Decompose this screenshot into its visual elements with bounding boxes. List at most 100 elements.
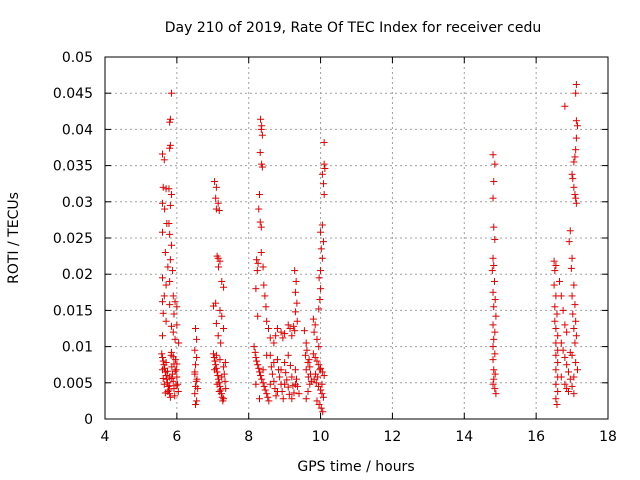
data-point	[212, 183, 220, 191]
data-point	[261, 292, 269, 300]
data-points	[158, 81, 581, 416]
data-point	[573, 122, 581, 130]
data-point	[192, 377, 200, 385]
data-point	[291, 288, 299, 296]
data-point	[286, 361, 294, 369]
data-point	[166, 256, 174, 264]
y-tick-label: 0.04	[62, 122, 93, 138]
data-point	[158, 274, 166, 282]
data-point	[284, 351, 292, 359]
data-point	[291, 380, 299, 388]
data-point	[166, 118, 174, 126]
data-point	[158, 199, 166, 207]
data-point	[490, 277, 498, 285]
data-point	[315, 361, 323, 369]
data-point	[193, 335, 201, 343]
data-point	[317, 228, 325, 236]
data-point	[309, 315, 317, 323]
data-point	[160, 380, 168, 388]
data-point	[170, 310, 178, 318]
data-point	[159, 357, 167, 365]
data-point	[193, 353, 201, 361]
data-point	[273, 387, 281, 395]
data-point	[566, 227, 574, 235]
data-point	[193, 397, 201, 405]
data-point	[255, 205, 263, 213]
data-point	[162, 359, 170, 367]
data-point	[552, 325, 560, 332]
data-point	[311, 353, 319, 361]
data-point	[304, 387, 312, 395]
data-point	[282, 369, 290, 377]
data-point	[272, 392, 280, 400]
data-point	[167, 89, 175, 97]
data-point	[158, 353, 166, 361]
data-point	[561, 380, 569, 388]
data-point	[260, 382, 268, 390]
data-point	[191, 390, 199, 398]
data-point	[490, 375, 498, 383]
data-point	[258, 160, 266, 168]
data-point	[217, 339, 225, 347]
chart-title: Day 210 of 2019, Rate Of TEC Index for r…	[165, 20, 541, 36]
data-point	[262, 303, 270, 311]
data-point	[284, 321, 292, 329]
data-point	[567, 264, 575, 272]
data-point	[284, 383, 292, 391]
data-point	[568, 292, 576, 300]
data-point	[166, 115, 174, 123]
data-point	[161, 389, 169, 397]
data-point	[559, 346, 567, 354]
data-point	[158, 298, 166, 306]
data-point	[160, 292, 168, 300]
data-point	[267, 363, 275, 371]
data-point	[172, 366, 180, 374]
data-point	[218, 393, 226, 401]
data-point	[292, 277, 300, 285]
data-point	[159, 374, 167, 382]
y-tick-label: 0.03	[62, 195, 93, 211]
data-point	[491, 296, 499, 304]
data-point	[252, 285, 260, 293]
data-point	[175, 339, 183, 347]
data-point	[257, 125, 265, 133]
data-point	[572, 134, 580, 142]
data-point	[566, 348, 574, 356]
data-point	[215, 263, 223, 271]
data-point	[552, 380, 560, 388]
data-point	[306, 363, 314, 371]
data-point	[257, 115, 265, 123]
data-point	[214, 254, 222, 262]
data-point	[165, 185, 173, 193]
data-point	[570, 183, 578, 191]
data-point	[571, 339, 579, 347]
data-point	[561, 321, 569, 329]
data-point	[254, 259, 262, 267]
data-point	[158, 150, 166, 158]
y-tick-label: 0.005	[53, 376, 93, 392]
data-point	[570, 390, 578, 398]
data-point	[551, 317, 559, 325]
data-point	[258, 131, 266, 139]
data-point	[571, 301, 579, 309]
data-point	[268, 370, 276, 378]
data-point	[212, 319, 220, 327]
data-point	[573, 366, 581, 374]
data-point	[303, 346, 311, 354]
data-point	[258, 163, 266, 171]
data-point	[158, 228, 166, 236]
data-point	[165, 386, 173, 394]
data-point	[489, 254, 497, 262]
data-point	[257, 248, 265, 256]
data-point	[212, 194, 220, 202]
data-point	[318, 254, 326, 262]
data-point	[313, 397, 321, 405]
data-point	[259, 379, 267, 387]
data-point	[265, 397, 273, 405]
data-point	[570, 158, 578, 166]
data-point	[552, 366, 560, 374]
data-point	[568, 382, 576, 390]
data-point	[166, 141, 174, 149]
data-point	[310, 328, 318, 336]
